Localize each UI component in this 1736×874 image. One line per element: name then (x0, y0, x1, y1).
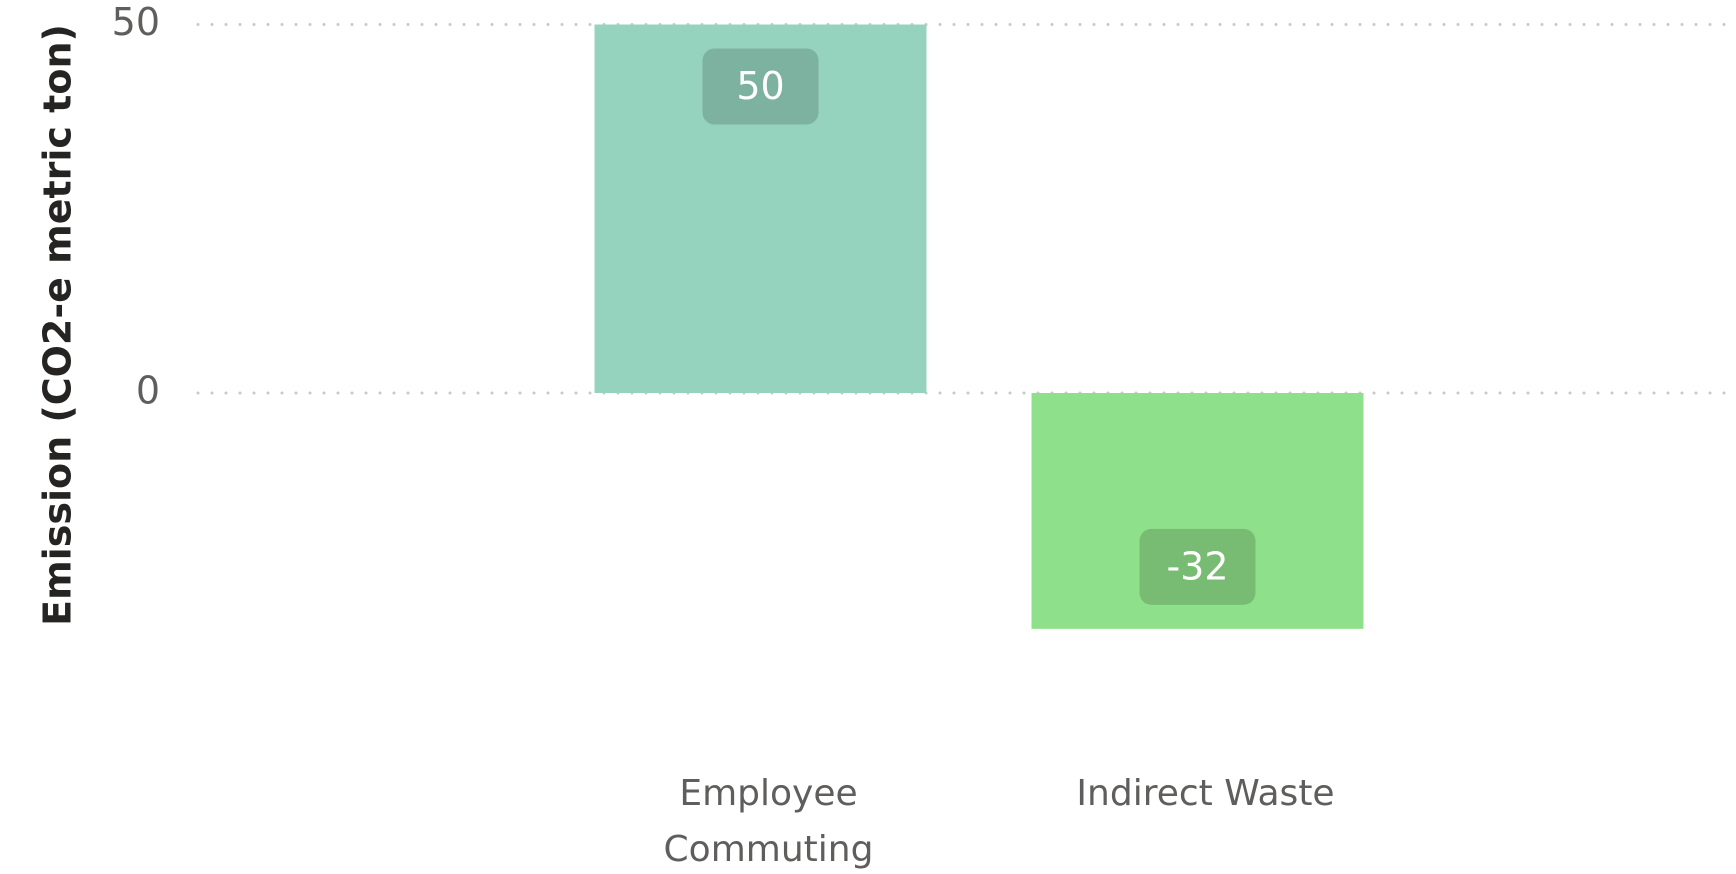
y-tick-label: 50 (112, 0, 160, 44)
y-axis-title: Emission (CO2-e metric ton) (36, 24, 80, 626)
y-tick-label: 0 (136, 369, 160, 413)
data-label: 50 (736, 64, 784, 108)
data-label-badge (702, 48, 819, 125)
x-tick-label: Indirect Waste (1076, 773, 1335, 814)
bar (594, 24, 927, 393)
x-tick-label: Employee Commuting (663, 773, 874, 870)
data-label: -32 (1166, 544, 1228, 588)
data-label-badge (1139, 528, 1256, 605)
bar (1031, 393, 1364, 629)
